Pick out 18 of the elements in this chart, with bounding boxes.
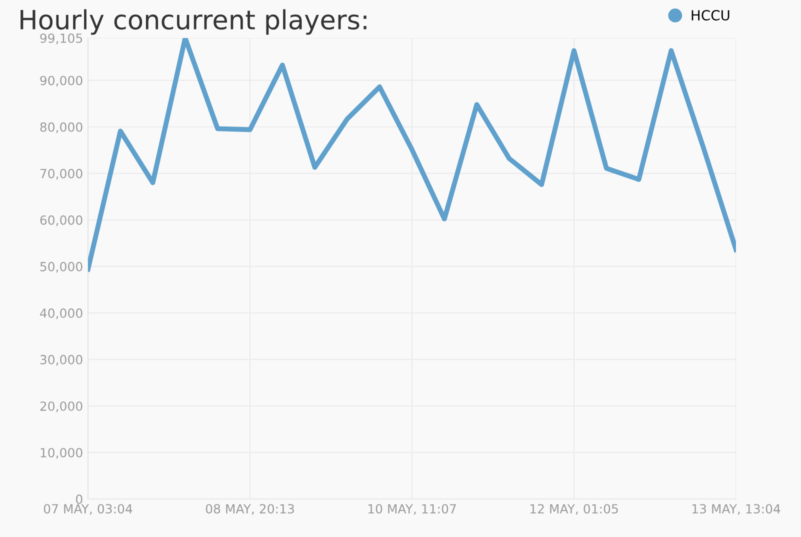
y-tick-label: 20,000 (40, 401, 82, 412)
y-tick-label: 70,000 (40, 168, 82, 180)
y-tick-label: 99,105 (40, 33, 82, 44)
x-tick-label: 12 MAY, 01:05 (530, 504, 618, 515)
legend-label: HCCU (692, 10, 730, 21)
y-tick-label: 90,000 (40, 76, 82, 87)
y-tick-label: 30,000 (40, 354, 82, 366)
y-tick-label: 80,000 (40, 122, 82, 134)
y-tick-label: 50,000 (40, 262, 82, 273)
y-tick-label: 40,000 (40, 308, 82, 320)
x-tick-label: 08 MAY, 20:13 (206, 504, 294, 515)
y-tick-label: 0 (76, 494, 82, 504)
x-tick-label: 07 MAY, 03:04 (44, 504, 132, 515)
chart-title: Hourly concurrent players: (20, 9, 366, 35)
y-tick-label: 60,000 (40, 215, 82, 226)
x-tick-label: 10 MAY, 11:07 (368, 504, 456, 515)
y-tick-label: 10,000 (40, 448, 82, 459)
x-tick-label: 13 MAY, 13:04 (692, 504, 780, 515)
